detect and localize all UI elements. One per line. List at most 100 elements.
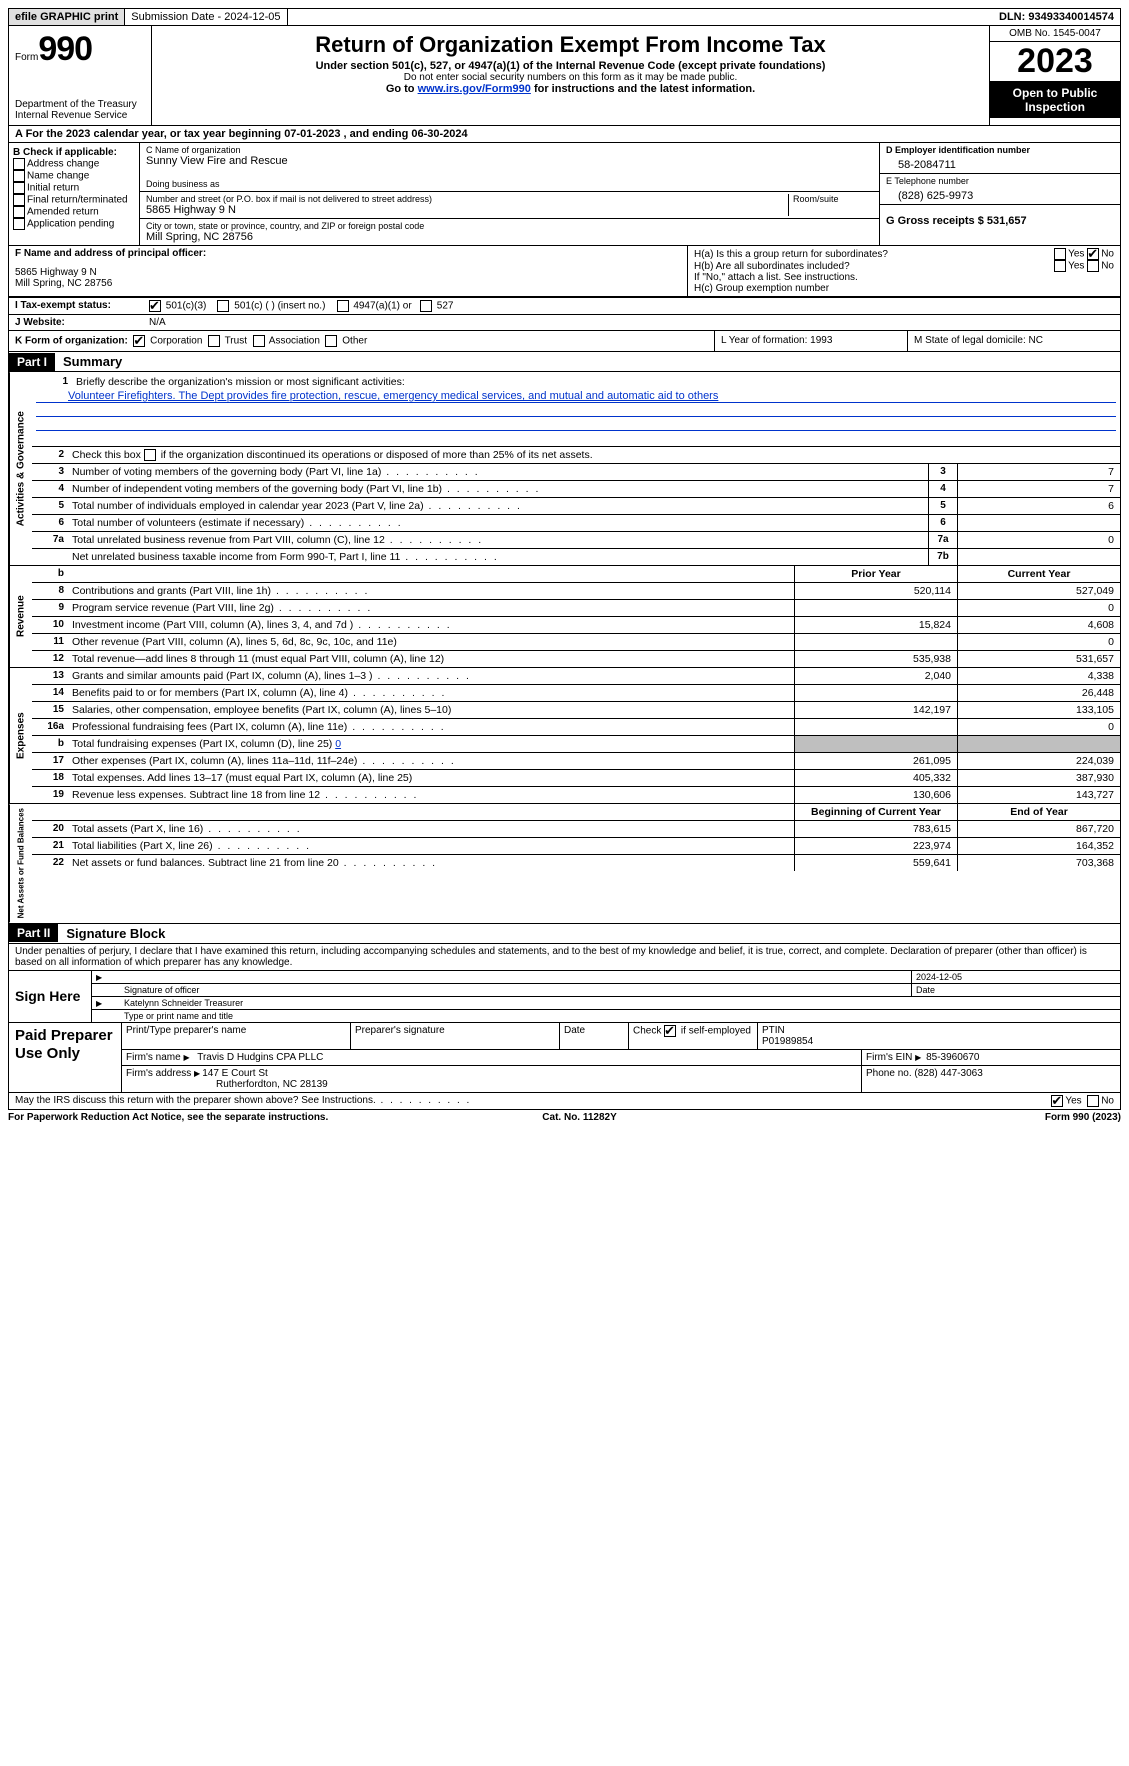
street-addr: 5865 Highway 9 N [146,204,784,216]
form-title: Return of Organization Exempt From Incom… [158,32,983,58]
line12-desc: Total revenue—add lines 8 through 11 (mu… [68,651,794,667]
line14-py [794,685,957,701]
firm-phone-label: Phone no. [866,1068,912,1079]
cb-discuss-yes[interactable] [1051,1095,1063,1107]
firm-name: Travis D Hudgins CPA PLLC [197,1052,323,1063]
h-a-q: H(a) Is this a group return for subordin… [694,249,888,260]
cb-name-change[interactable] [13,170,25,182]
cb-assoc[interactable] [253,335,265,347]
line18-desc: Total expenses. Add lines 13–17 (must eq… [68,770,794,786]
line5-desc: Total number of individuals employed in … [68,498,928,514]
part1-title: Summary [55,352,130,371]
line9-cy: 0 [957,600,1120,616]
cb-ha-no[interactable] [1087,248,1099,260]
line14-cy: 26,448 [957,685,1120,701]
ptin-label: PTIN [762,1025,785,1036]
line6-desc: Total number of volunteers (estimate if … [68,515,928,531]
footer-catno: Cat. No. 11282Y [542,1112,616,1123]
officer-label: F Name and address of principal officer: [15,248,681,259]
omb-number: OMB No. 1545-0047 [990,26,1120,42]
cb-hb-yes[interactable] [1054,260,1066,272]
sign-here-label: Sign Here [9,971,91,1022]
website-val: N/A [143,315,1120,330]
expenses-section: Expenses 13Grants and similar amounts pa… [8,668,1121,804]
hdr-current-year: Current Year [957,566,1120,582]
org-name-label: C Name of organization [146,145,873,155]
mission-label: Briefly describe the organization's miss… [72,374,1116,390]
cb-discontinued[interactable] [144,449,156,461]
side-tab-revenue: Revenue [9,566,32,667]
cb-corp[interactable] [133,335,145,347]
line13-py: 2,040 [794,668,957,684]
line8-py: 520,114 [794,583,957,599]
street-label: Number and street (or P.O. box if mail i… [146,194,784,204]
line12-cy: 531,657 [957,651,1120,667]
line3-desc: Number of voting members of the governin… [68,464,928,480]
line15-py: 142,197 [794,702,957,718]
cb-trust[interactable] [208,335,220,347]
line22-end: 703,368 [957,855,1120,871]
cb-final-return[interactable] [13,194,25,206]
line8-desc: Contributions and grants (Part VIII, lin… [68,583,794,599]
line4-desc: Number of independent voting members of … [68,481,928,497]
officer-name: Katelynn Schneider Treasurer [120,997,1120,1009]
city-label: City or town, state or province, country… [146,221,873,231]
line11-cy: 0 [957,634,1120,650]
cb-discuss-no[interactable] [1087,1095,1099,1107]
h-c: H(c) Group exemption number [694,283,1114,294]
part2-bar: Part II Signature Block [8,924,1121,944]
irs-link[interactable]: www.irs.gov/Form990 [418,83,531,95]
line15-cy: 133,105 [957,702,1120,718]
line19-cy: 143,727 [957,787,1120,803]
box-deg: D Employer identification number 58-2084… [879,143,1120,245]
line21-desc: Total liabilities (Part X, line 26) [68,838,794,854]
form-org-label: K Form of organization: [15,336,128,347]
line16b-cy [957,736,1120,752]
cb-ha-yes[interactable] [1054,248,1066,260]
irs-label: Internal Revenue Service [15,110,145,121]
part2-title: Signature Block [58,924,173,943]
city-val: Mill Spring, NC 28756 [146,231,873,243]
line17-desc: Other expenses (Part IX, column (A), lin… [68,753,794,769]
line15-desc: Salaries, other compensation, employee b… [68,702,794,718]
phone-val: (828) 625-9973 [886,186,1114,202]
cb-527[interactable] [420,300,432,312]
hdr-beg-year: Beginning of Current Year [794,804,957,820]
footer-paperwork: For Paperwork Reduction Act Notice, see … [8,1112,328,1123]
line12-py: 535,938 [794,651,957,667]
revenue-section: Revenue bPrior YearCurrent Year 8Contrib… [8,566,1121,668]
line9-desc: Program service revenue (Part VIII, line… [68,600,794,616]
cb-hb-no[interactable] [1087,260,1099,272]
line9-py [794,600,957,616]
line16b-val: 0 [335,738,341,750]
cb-amended[interactable] [13,206,25,218]
entity-block: B Check if applicable: Address change Na… [8,143,1121,246]
row-i: I Tax-exempt status: 501(c)(3) 501(c) ( … [8,298,1121,315]
cb-address-change[interactable] [13,158,25,170]
mission-text: Volunteer Firefighters. The Dept provide… [36,390,1116,403]
dln: DLN: 93493340014574 [993,9,1120,25]
line21-end: 164,352 [957,838,1120,854]
cb-501c[interactable] [217,300,229,312]
arrow-icon [92,997,120,1009]
website-label: J Website: [9,315,143,330]
cb-self-employed[interactable] [664,1025,676,1037]
discuss-q: May the IRS discuss this return with the… [15,1095,471,1107]
efile-print-button[interactable]: efile GRAPHIC print [9,9,125,25]
line10-py: 15,824 [794,617,957,633]
tax-exempt-label: I Tax-exempt status: [9,298,143,314]
h-b-q: H(b) Are all subordinates included? [694,261,850,272]
prep-name-hdr: Print/Type preparer's name [122,1023,351,1049]
cb-501c3[interactable] [149,300,161,312]
cb-app-pending[interactable] [13,218,25,230]
line16b-py [794,736,957,752]
line4-val: 7 [957,481,1120,497]
line21-beg: 223,974 [794,838,957,854]
cb-other[interactable] [325,335,337,347]
cb-4947[interactable] [337,300,349,312]
line16b-desc: Total fundraising expenses (Part IX, col… [68,736,794,752]
line7a-desc: Total unrelated business revenue from Pa… [68,532,928,548]
paid-preparer-label: Paid Preparer Use Only [9,1023,121,1092]
cb-initial-return[interactable] [13,182,25,194]
top-bar: efile GRAPHIC print Submission Date - 20… [8,8,1121,26]
